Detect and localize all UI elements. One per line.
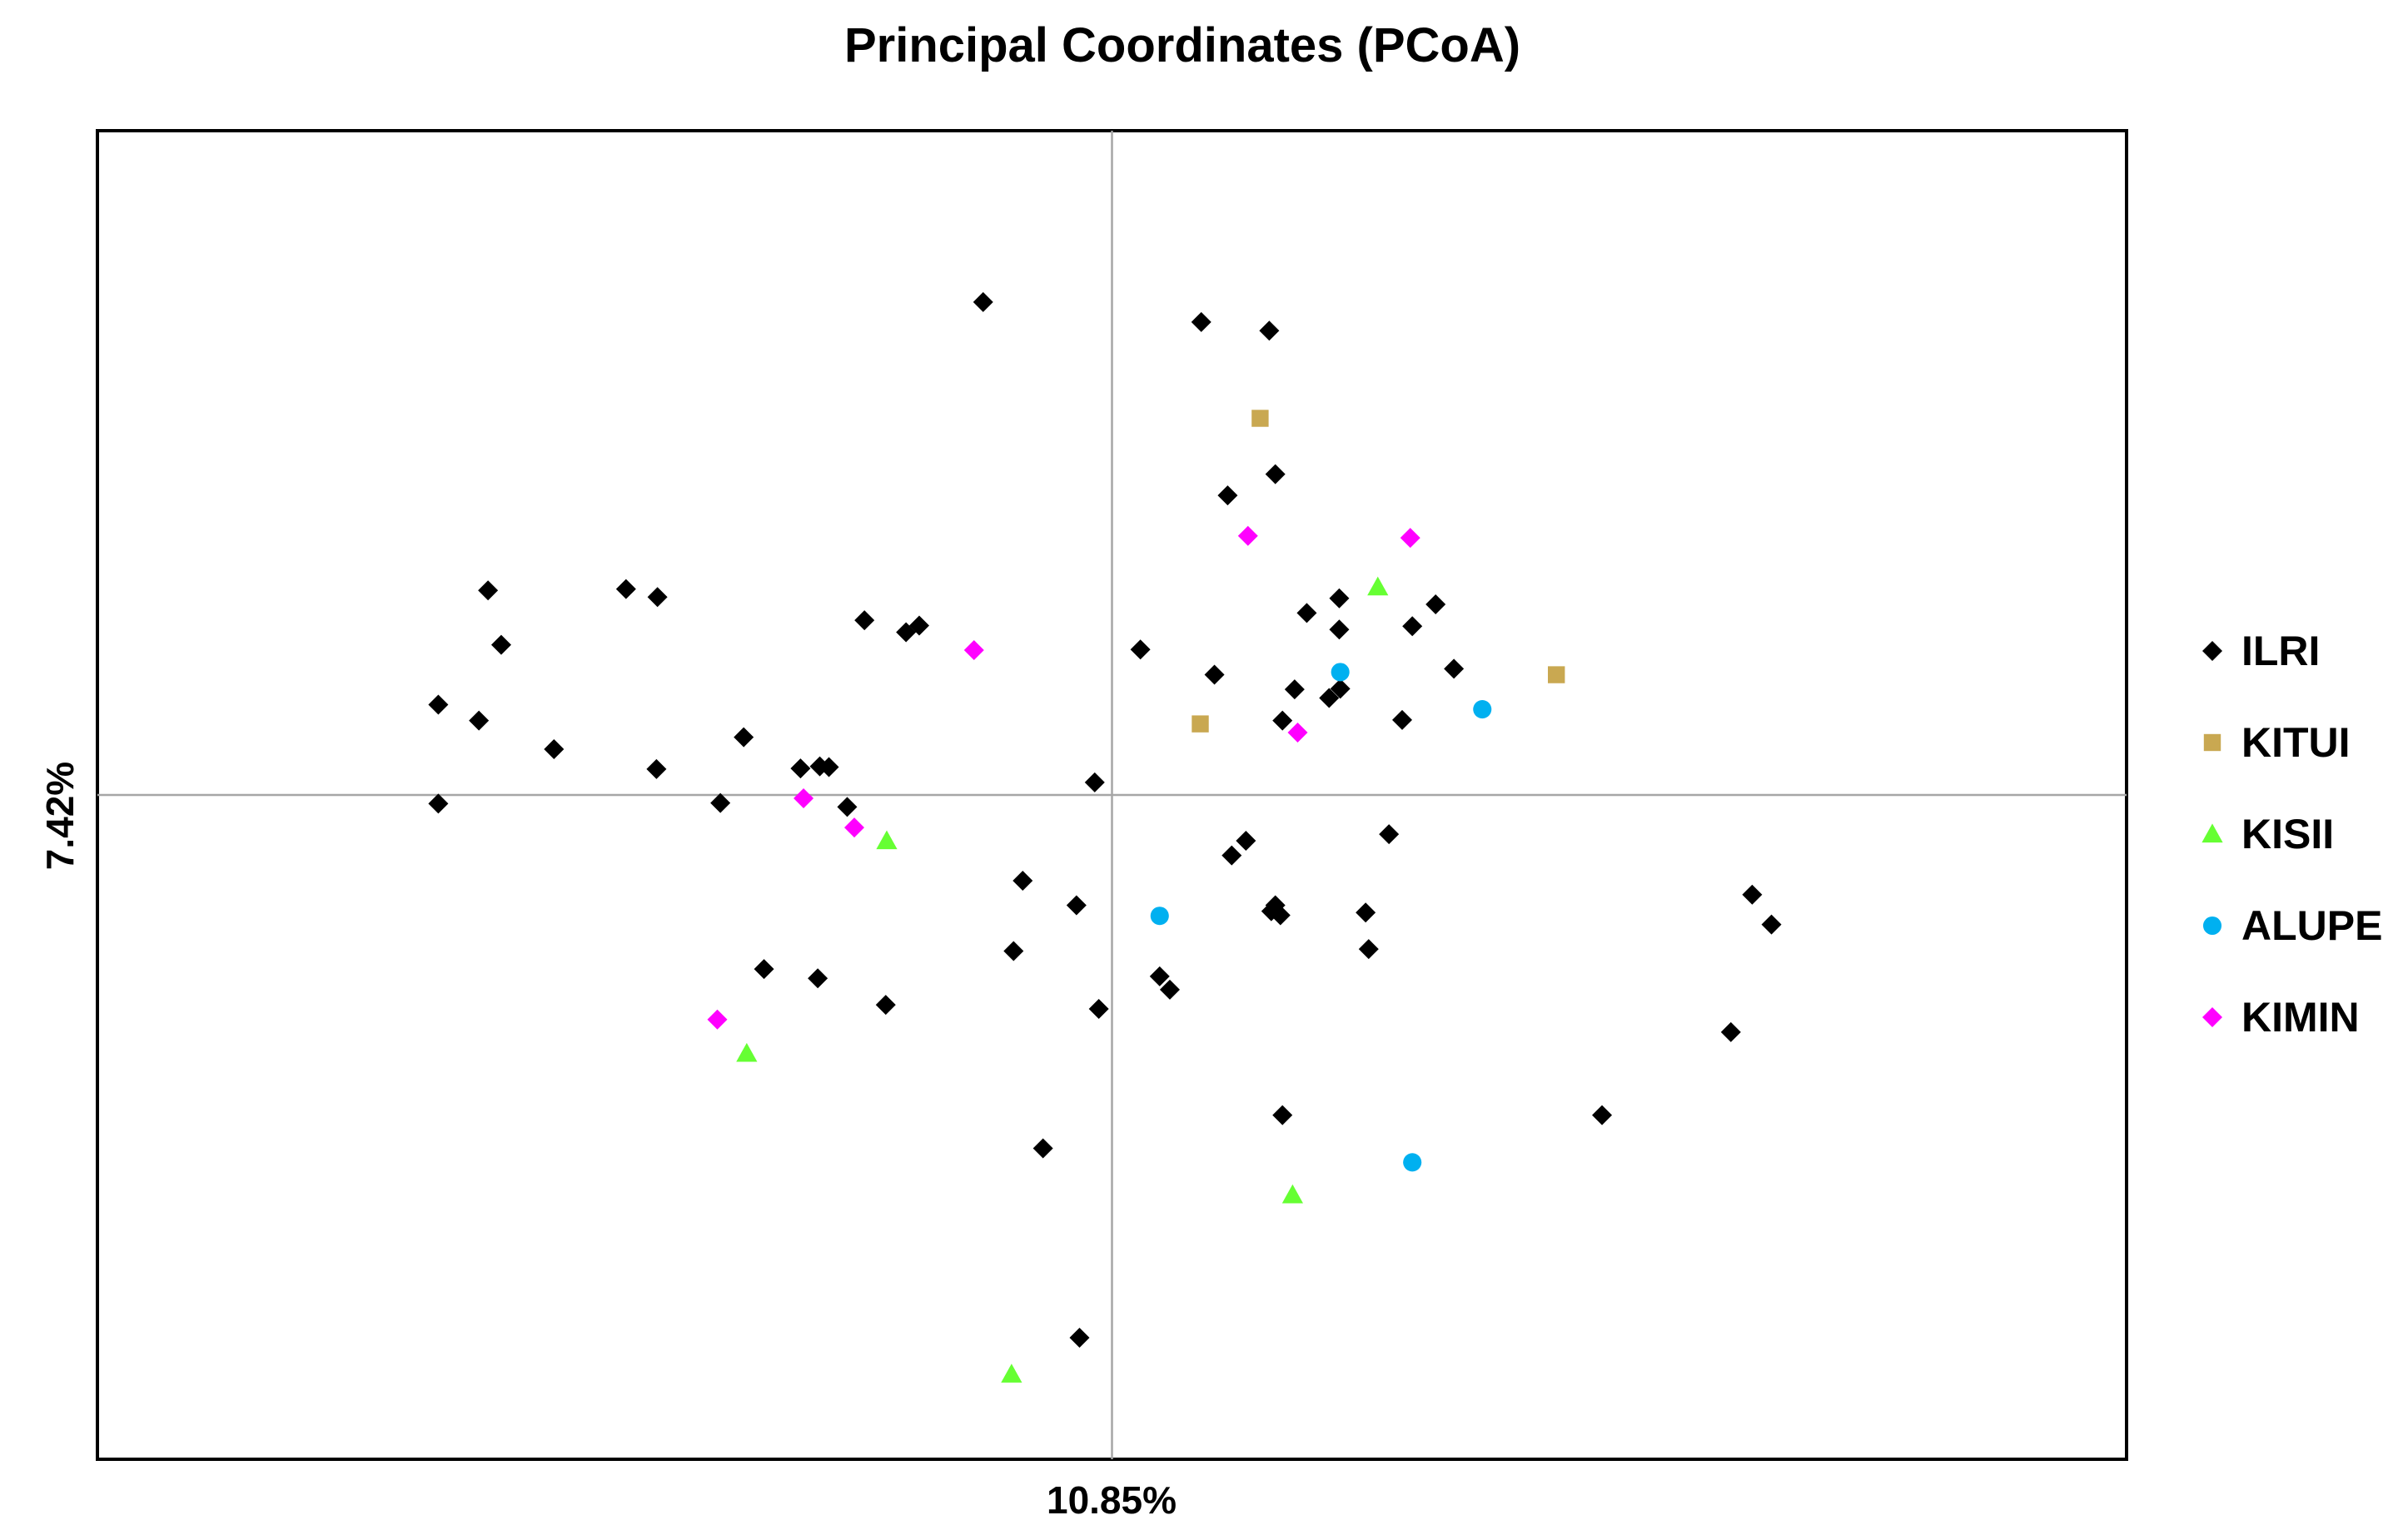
legend-marker-kitui (2203, 733, 2221, 752)
alupe-point (1150, 907, 1169, 926)
ilri-point (1084, 772, 1105, 792)
ilri-point (1265, 464, 1286, 484)
kisii-point (1001, 1364, 1022, 1383)
alupe-point (1403, 1153, 1422, 1172)
ilri-point (428, 694, 449, 715)
ilri-point (478, 580, 499, 601)
ilri-point (1330, 678, 1351, 699)
ilri-point (710, 792, 731, 813)
ilri-point (1003, 941, 1024, 961)
ilri-point (1319, 688, 1340, 708)
ilri-point (544, 738, 565, 759)
kimin-point (1287, 722, 1308, 743)
ilri-point (428, 793, 449, 814)
ilri-point (808, 968, 828, 989)
kimin-point (794, 787, 814, 808)
ilri-point (809, 756, 830, 777)
ilri-point (1284, 679, 1305, 700)
ilri-point (1088, 998, 1109, 1019)
kisii-point (1367, 576, 1389, 596)
ilri-point (1329, 619, 1350, 640)
ilri-point (908, 615, 929, 636)
ilri-point (1204, 664, 1225, 685)
ilri-point (1069, 1327, 1090, 1348)
kimin-point (707, 1009, 728, 1030)
kisii-point (1281, 1184, 1303, 1204)
ilri-point (1159, 979, 1180, 1000)
ilri-point (854, 610, 875, 631)
ilri-point (734, 727, 754, 748)
ilri-point (1425, 594, 1446, 614)
ilri-point (973, 291, 993, 312)
legend-label-alupe: ALUPE (2241, 902, 2382, 949)
ilri-point (1012, 870, 1033, 891)
ilri-point (1130, 639, 1151, 660)
legend-marker-ilri (2202, 641, 2222, 661)
legend-label-ilri: ILRI (2241, 628, 2320, 674)
ilri-point (615, 579, 636, 599)
x-axis-label: 10.85% (1047, 1478, 1177, 1522)
ilri-point (490, 634, 511, 655)
ilri-point (1032, 1138, 1053, 1159)
ilri-point (1191, 311, 1211, 332)
ilri-point (1272, 710, 1293, 731)
alupe-point (1473, 700, 1492, 719)
ilri-point (790, 758, 811, 779)
data-points (428, 291, 1782, 1383)
ilri-point (1272, 1105, 1293, 1125)
ilri-point (1402, 616, 1423, 637)
ilri-point (1444, 658, 1465, 679)
ilri-point (837, 797, 858, 817)
ilri-point (1066, 895, 1087, 916)
ilri-point (1356, 902, 1376, 923)
ilri-point (1761, 914, 1782, 935)
kisii-point (736, 1042, 758, 1062)
kitui-point (1192, 715, 1209, 733)
ilri-point (1358, 939, 1379, 960)
ilri-point (647, 587, 668, 608)
ilri-point (1379, 824, 1400, 845)
ilri-point (1742, 884, 1763, 905)
kimin-point (844, 817, 865, 838)
legend-label-kitui: KITUI (2241, 719, 2351, 766)
kimin-point (1237, 525, 1258, 546)
kisii-point (876, 830, 898, 850)
legend-marker-kimin (2202, 1007, 2222, 1027)
ilri-point (1720, 1021, 1741, 1042)
legend-label-kimin: KIMIN (2241, 994, 2360, 1041)
kitui-point (1251, 410, 1269, 427)
ilri-point (1261, 901, 1281, 922)
legend-label-kisii: KISII (2241, 811, 2334, 857)
ilri-point (1259, 320, 1280, 341)
ilri-point (1236, 831, 1256, 852)
ilri-point (469, 710, 490, 731)
ilri-point (1149, 966, 1170, 986)
ilri-point (1296, 603, 1317, 623)
ilri-point (754, 959, 774, 980)
legend: ILRI KITUI KISII ALUPE KIMIN (2202, 628, 2382, 1041)
ilri-point (1329, 588, 1350, 609)
alupe-point (1331, 663, 1350, 682)
ilri-point (1592, 1105, 1613, 1125)
kimin-point (963, 640, 984, 661)
ilri-point (875, 995, 896, 1016)
chart-title: Principal Coordinates (PCoA) (844, 18, 1520, 72)
ilri-point (1391, 709, 1412, 730)
legend-marker-kisii (2202, 823, 2223, 843)
kimin-point (1400, 528, 1420, 549)
kitui-point (1548, 666, 1565, 683)
y-axis-label: 7.42% (38, 762, 82, 870)
ilri-point (646, 758, 667, 779)
legend-marker-alupe (2202, 916, 2222, 936)
ilri-point (1217, 485, 1238, 506)
ilri-point (1221, 845, 1242, 866)
